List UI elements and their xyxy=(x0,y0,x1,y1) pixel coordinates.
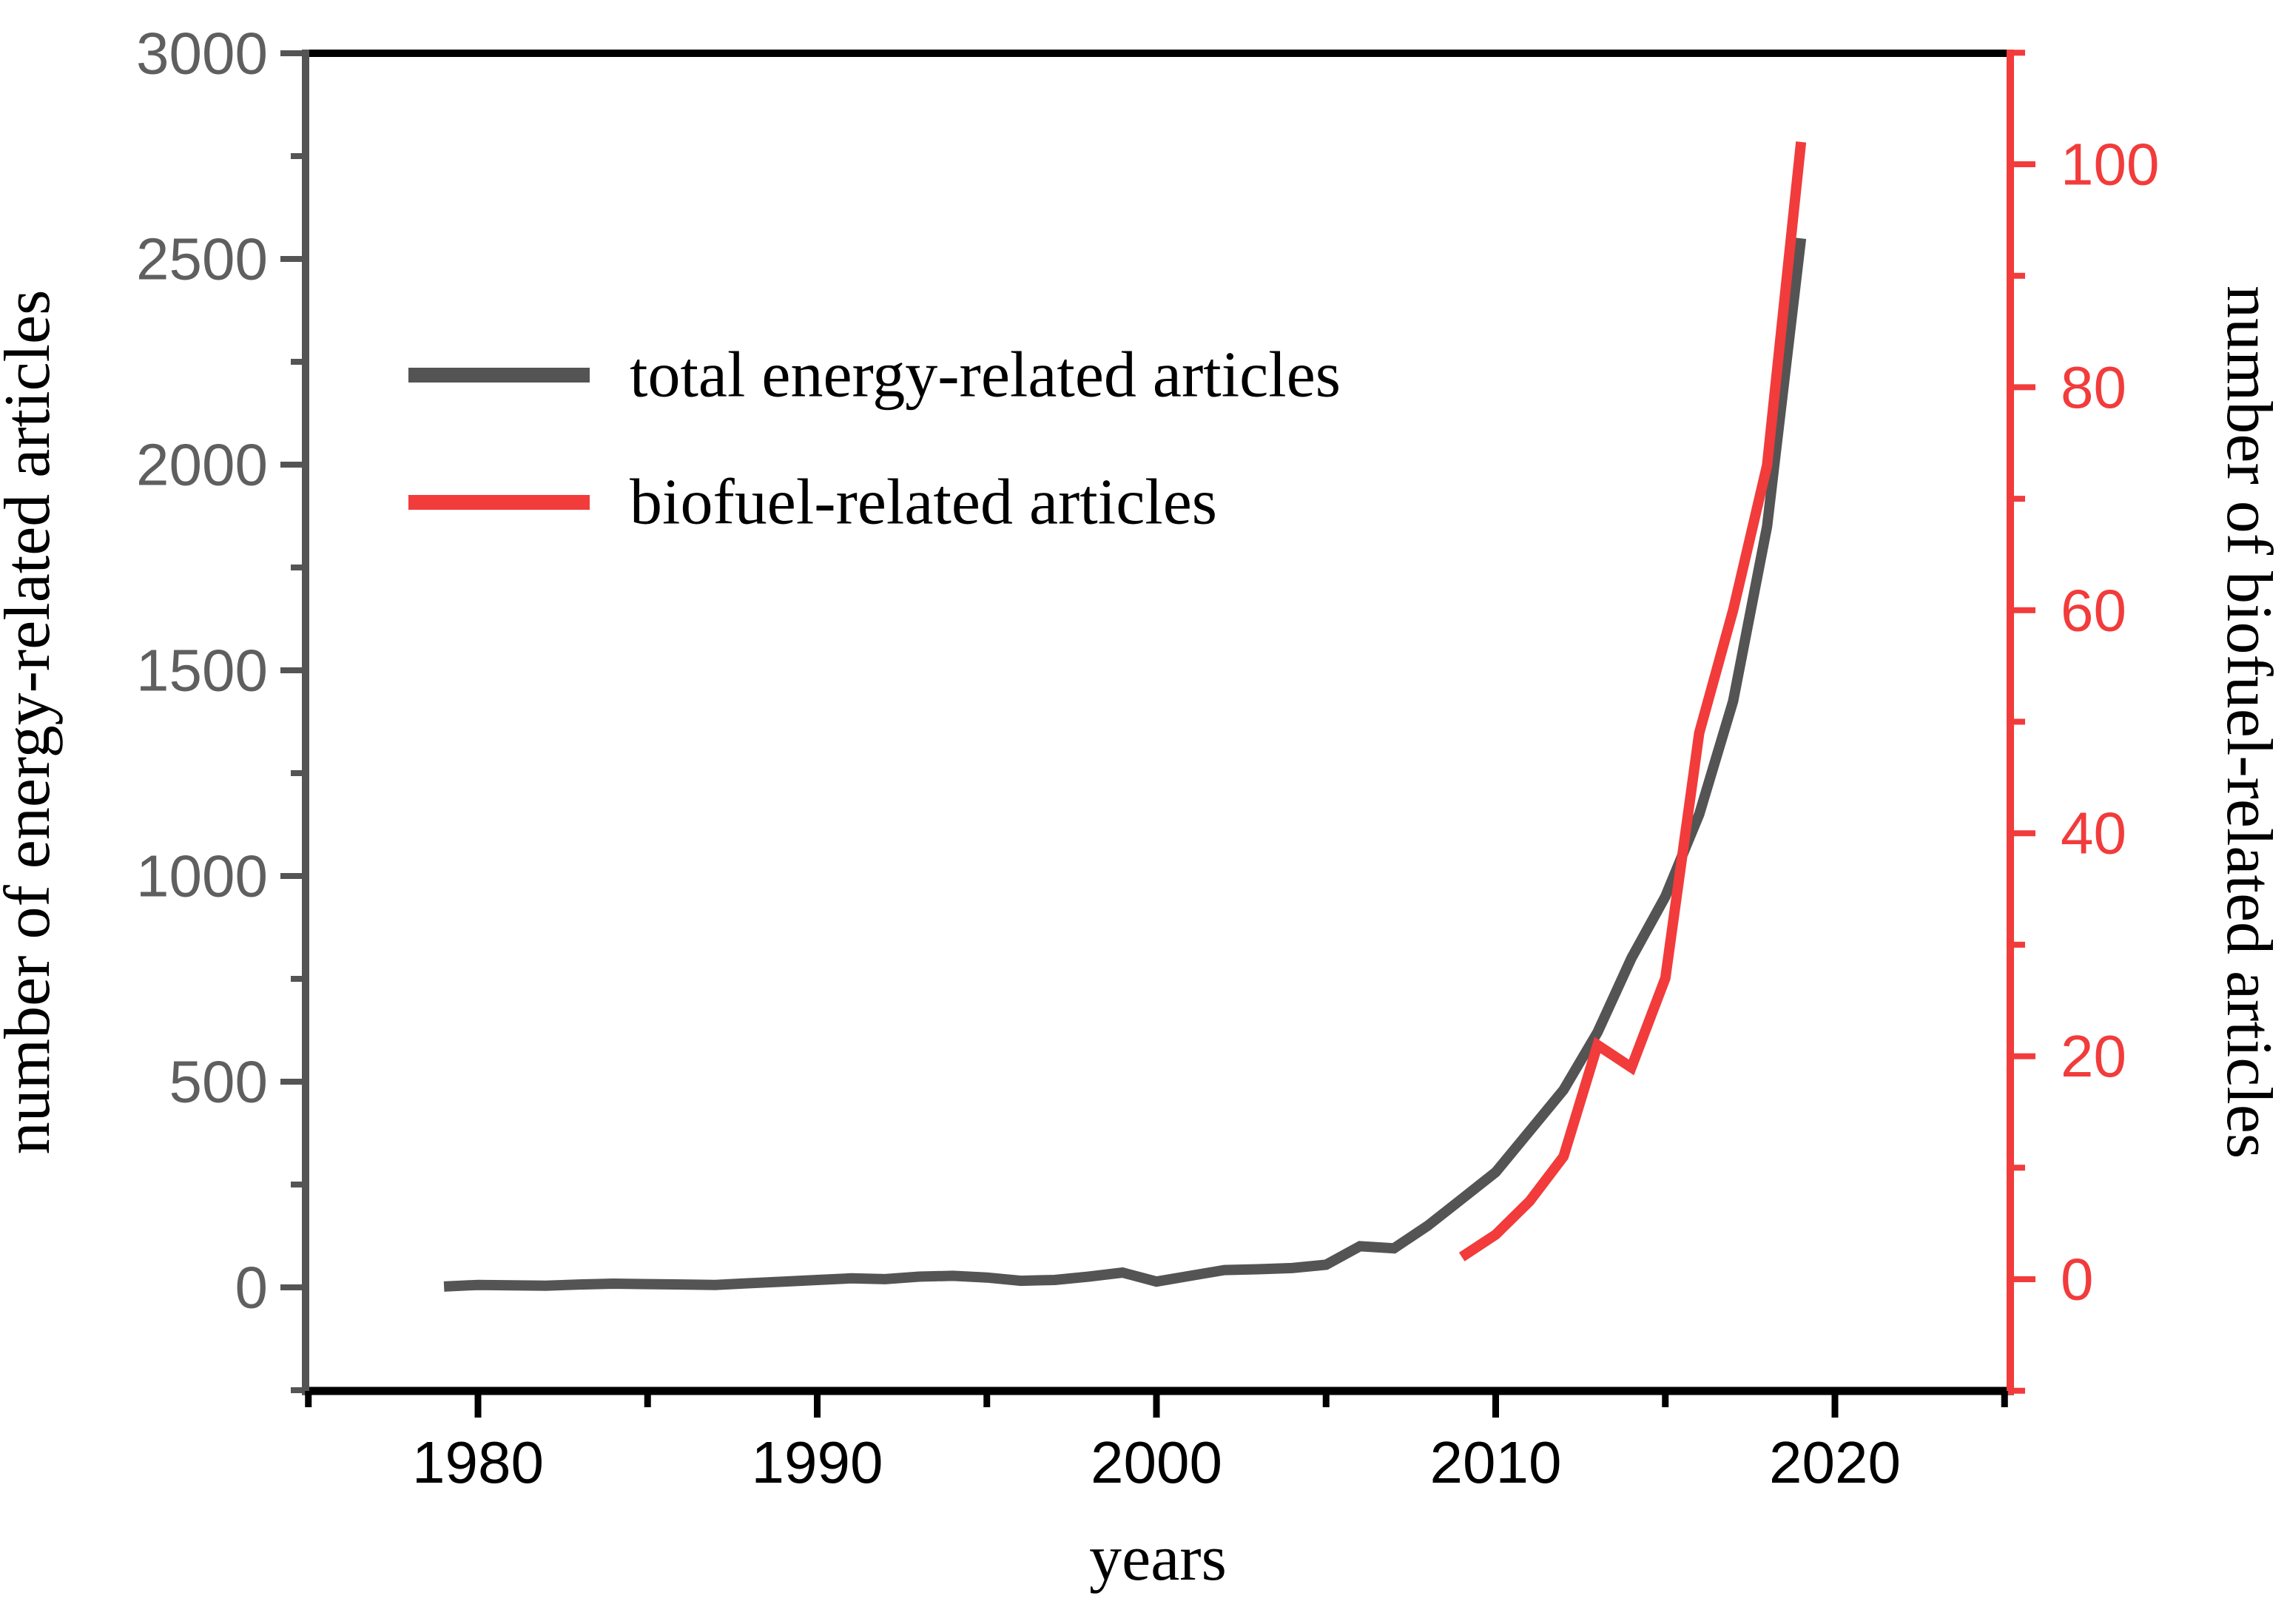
bottom-axis-tick-label: 1990 xyxy=(752,1429,883,1495)
right-axis-tick-labels: 0 20 40 60 80 100 xyxy=(2061,132,2159,1313)
right-axis-tick-label: 60 xyxy=(2061,577,2126,643)
right-axis-tick-label: 0 xyxy=(2061,1247,2094,1313)
right-axis-title: number of biofuel-related articles xyxy=(2213,286,2285,1159)
right-axis-tick-label: 80 xyxy=(2061,354,2126,420)
left-axis-tick-label: 1500 xyxy=(136,638,268,704)
bottom-axis-tick-labels: 1980 1990 2000 2010 2020 xyxy=(412,1429,1901,1495)
biofuel-articles-line xyxy=(1458,141,1807,1261)
bottom-axis-tick-label: 2020 xyxy=(1769,1429,1901,1495)
left-axis-tick-label: 500 xyxy=(169,1049,268,1115)
bottom-axis-tick-label: 2000 xyxy=(1091,1429,1222,1495)
left-axis-tick-label: 1000 xyxy=(136,843,268,909)
left-axis-tick-label: 2000 xyxy=(136,432,268,498)
left-axis-tick-label: 3000 xyxy=(136,21,268,87)
bottom-axis-tick-label: 1980 xyxy=(412,1429,544,1495)
left-axis-title: number of energy-related articles xyxy=(0,290,64,1155)
left-axis-tick-label: 2500 xyxy=(136,226,268,292)
right-axis-ticks xyxy=(2010,50,2035,1394)
x-axis-title: years xyxy=(1089,1523,1227,1594)
bottom-axis-tick-label: 2010 xyxy=(1430,1429,1562,1495)
left-axis-ticks xyxy=(280,50,306,1393)
right-axis-tick-label: 100 xyxy=(2061,132,2159,198)
right-axis-tick-label: 40 xyxy=(2061,801,2126,866)
left-axis-tick-label: 0 xyxy=(235,1255,269,1321)
bottom-axis-ticks xyxy=(305,1391,2008,1418)
legend-biofuel-label: biofuel-related articles xyxy=(630,467,1217,539)
right-axis-tick-label: 20 xyxy=(2061,1023,2126,1089)
legend-energy-label: total energy-related articles xyxy=(630,340,1341,411)
legend: total energy-related articles biofuel-re… xyxy=(408,340,1341,539)
left-axis-tick-labels: 0 500 1000 1500 2000 2500 3000 xyxy=(136,21,268,1321)
energy-articles-line xyxy=(443,237,1807,1292)
